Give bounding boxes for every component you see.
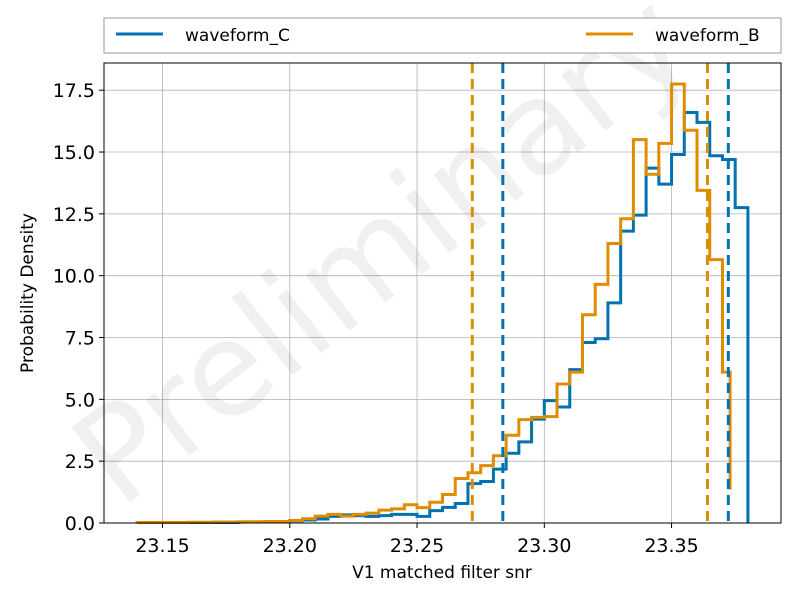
legend-box (103, 17, 782, 54)
series-waveform-c-step (135, 110, 750, 525)
y-tick-label: 5.0 (65, 389, 95, 411)
legend: waveform_C waveform_B (103, 17, 782, 54)
y-tick-label: 7.5 (65, 328, 95, 350)
x-axis-label: V1 matched filter snr (352, 563, 532, 583)
watermark-text: Preliminary (46, 0, 718, 534)
series-waveform-b-step (135, 82, 732, 525)
legend-label-waveform-c: waveform_C (185, 26, 290, 46)
x-tick-label: 23.20 (263, 535, 317, 557)
x-tick-label: 23.15 (135, 535, 189, 557)
vline-layer (470, 63, 730, 523)
y-tick-label: 17.5 (53, 80, 95, 102)
x-tick-label: 23.25 (390, 535, 444, 557)
y-tick-label: 10.0 (53, 266, 95, 288)
legend-label-waveform-b: waveform_B (655, 26, 760, 46)
x-axis-ticks: 23.15 23.20 23.25 23.30 23.35 (135, 523, 699, 557)
y-tick-label: 2.5 (65, 451, 95, 473)
series-layer (135, 82, 750, 525)
y-tick-label: 12.5 (53, 204, 95, 226)
y-axis-label: Probability Density (18, 213, 38, 373)
x-tick-label: 23.30 (517, 535, 571, 557)
plot-frame (103, 62, 782, 524)
y-tick-label: 0.0 (65, 513, 95, 535)
y-tick-label: 15.0 (53, 142, 95, 164)
x-tick-label: 23.35 (644, 535, 698, 557)
y-axis-ticks: 0.0 2.5 5.0 7.5 10.0 12.5 15.0 17.5 (53, 80, 104, 535)
